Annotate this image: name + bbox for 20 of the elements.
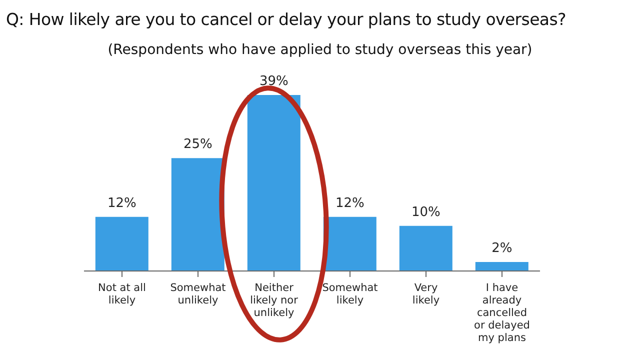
data-label: 12% <box>107 196 136 211</box>
x-tick-label: Not at all likely <box>98 282 146 306</box>
bar <box>323 216 376 271</box>
bar <box>247 95 300 271</box>
bar <box>475 262 528 271</box>
chart-subtitle: (Respondents who have applied to study overseas this year) <box>106 42 534 58</box>
x-tick-label: Somewhat unlikely <box>170 282 226 306</box>
x-tick-label: I have already cancelled or delayed my plans <box>474 282 530 344</box>
x-tick-label: Very likely <box>412 282 440 306</box>
data-label: 25% <box>183 137 212 152</box>
data-label: 10% <box>411 204 440 220</box>
bar <box>171 158 224 271</box>
x-tick-label: Neither likely nor unlikely <box>250 282 299 319</box>
x-tick-label: Somewhat likely <box>322 282 378 306</box>
data-label: 12% <box>335 196 364 211</box>
bar <box>95 216 148 271</box>
data-label: 2% <box>492 240 512 256</box>
bar <box>399 226 452 271</box>
chart-title: Q: How likely are you to cancel or delay your plans to study overseas? <box>6 10 566 29</box>
data-label: 39% <box>259 74 288 89</box>
